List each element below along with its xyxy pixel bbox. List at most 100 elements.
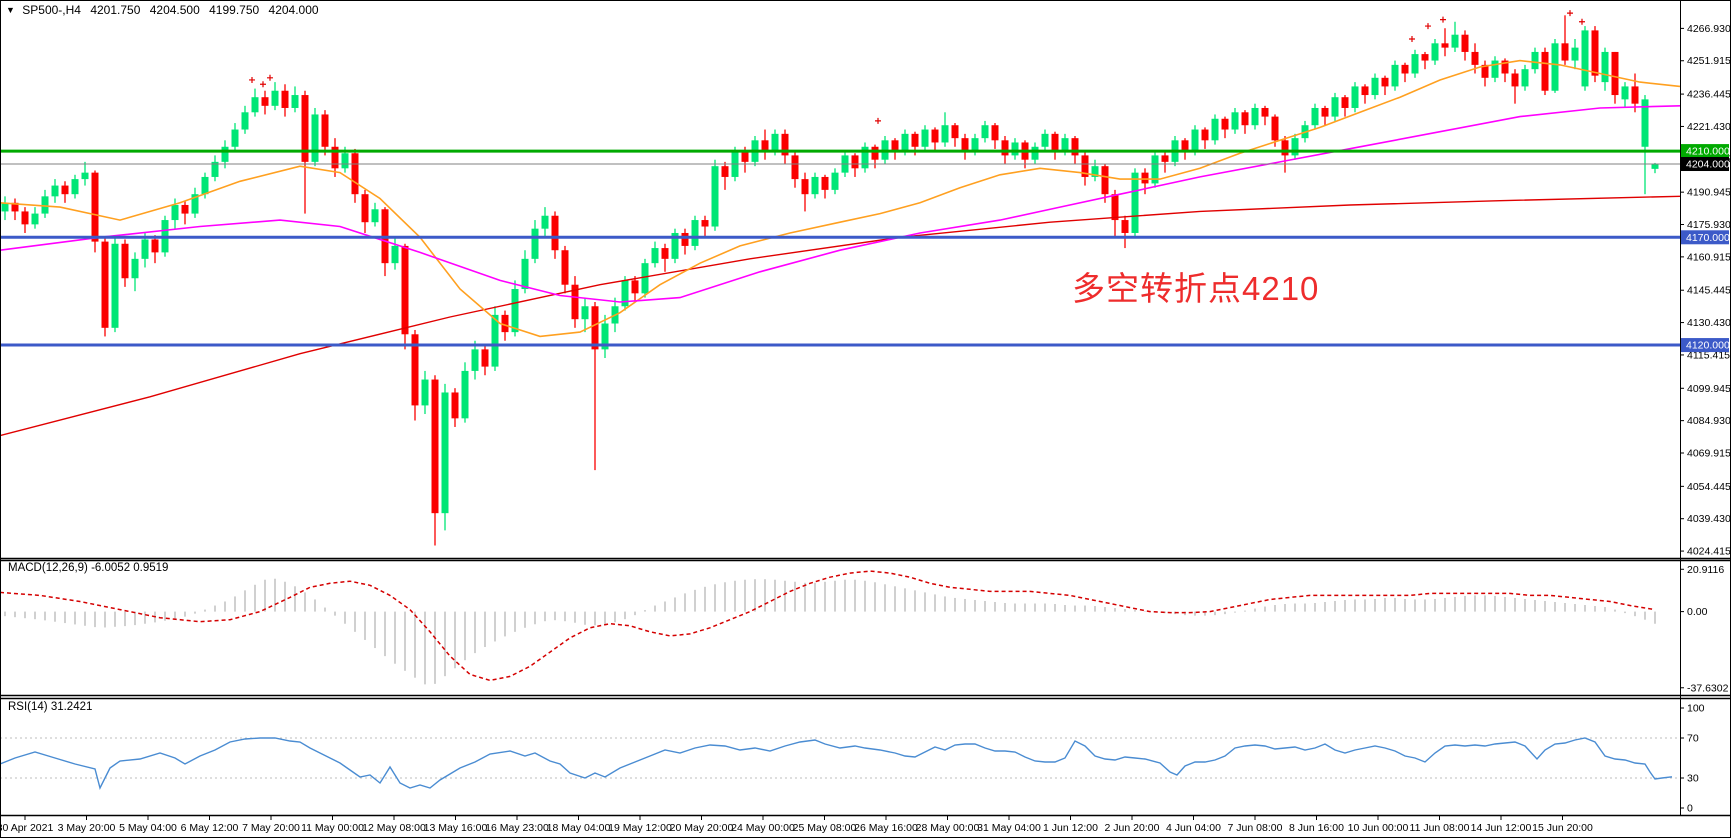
candle-body	[691, 220, 699, 246]
time-tick-label: 26 May 16:00	[854, 822, 918, 834]
candle-body	[131, 258, 139, 279]
quote-high: 4204.500	[149, 3, 200, 17]
candle-body	[191, 194, 199, 214]
rsi-indicator-label: RSI(14) 31.2421	[8, 701, 93, 713]
candle-body	[861, 146, 869, 169]
price-tick-label: 4221.430	[1687, 121, 1731, 133]
candle-body	[1471, 51, 1479, 65]
candle-body	[931, 129, 939, 143]
candle-body	[631, 280, 639, 294]
candle-body	[1101, 166, 1109, 195]
candle-body	[551, 215, 559, 251]
candle-body	[711, 166, 719, 227]
plus-marker-icon	[260, 81, 266, 88]
candle-body	[811, 176, 819, 195]
candle-body	[951, 125, 959, 139]
candle-body	[911, 133, 919, 147]
candle-body	[1481, 64, 1489, 78]
time-tick-label: 14 Jun 12:00	[1471, 822, 1532, 834]
price-tag-label: 4204.000	[1686, 159, 1730, 171]
price-tick-label: 4099.945	[1687, 383, 1731, 395]
candle-body	[331, 146, 339, 169]
price-tick-label: 4130.430	[1687, 317, 1731, 329]
candle-body	[671, 232, 679, 259]
price-tick-label: 4084.930	[1687, 415, 1731, 427]
candle-body	[491, 314, 499, 367]
price-tag	[1681, 338, 1729, 353]
candle-body	[971, 138, 979, 152]
price-tick-label: 4054.445	[1687, 481, 1731, 493]
candle-body	[1291, 138, 1299, 156]
candle-body	[1381, 77, 1389, 87]
time-tick-label: 10 Jun 00:00	[1348, 822, 1409, 834]
price-tick-label: 4145.445	[1687, 285, 1731, 297]
candle-body	[311, 114, 319, 162]
candle-body	[791, 155, 799, 180]
candle-body	[651, 248, 659, 264]
symbol-quote-bar: ▼ SP500-,H4 4201.750 4204.500 4199.750 4…	[6, 3, 325, 17]
candle-body	[1621, 86, 1629, 100]
candle-body	[701, 220, 709, 227]
candle-body	[361, 194, 369, 223]
candle-body	[1441, 43, 1449, 48]
plus-marker-icon	[1425, 23, 1431, 30]
candle-body	[351, 153, 359, 195]
macd-indicator-label: MACD(12,26,9) -6.0052 0.9519	[8, 562, 169, 574]
candle-body	[581, 306, 589, 320]
candle-body	[1601, 51, 1609, 83]
ma-line-orange	[0, 59, 1681, 338]
candle-body	[1121, 220, 1129, 233]
candle-body	[1361, 86, 1369, 96]
candle-body	[851, 155, 859, 169]
time-tick-label: 11 Jun 08:00	[1410, 822, 1470, 834]
candle-body	[291, 95, 299, 108]
candle-body	[431, 379, 439, 514]
candle-body	[211, 161, 219, 177]
candle-body	[261, 97, 269, 106]
candle-body	[151, 239, 159, 253]
plus-marker-icon	[1409, 36, 1415, 43]
time-tick-label: 5 May 04:00	[119, 822, 177, 834]
candle-body	[231, 129, 239, 147]
candle-body	[141, 239, 149, 259]
candle-body	[421, 379, 429, 406]
candle-body	[451, 392, 459, 419]
candle-body	[1551, 43, 1559, 91]
time-tick-label: 19 May 12:00	[608, 822, 672, 834]
price-tick-label: 4190.945	[1687, 187, 1731, 199]
candle-body	[1281, 140, 1289, 156]
candle-body	[411, 334, 419, 406]
candle-body	[471, 349, 479, 371]
candle-body	[1571, 47, 1579, 61]
candle-body	[181, 204, 189, 214]
candle-body	[1261, 107, 1269, 117]
candle-body	[1421, 54, 1429, 61]
candle-body	[371, 209, 379, 223]
candle-body	[1081, 155, 1089, 177]
candle-body	[961, 138, 969, 152]
macd-tick-label: -37.6302	[1687, 682, 1729, 694]
time-tick-label: 6 May 12:00	[181, 822, 239, 834]
candle-body	[1191, 129, 1199, 152]
price-tick-label: 4175.930	[1687, 219, 1731, 231]
candle-body	[721, 166, 729, 177]
time-tick-label: 31 May 04:00	[977, 822, 1041, 834]
chevron-down-icon[interactable]: ▼	[6, 5, 15, 15]
price-tick-label: 4251.915	[1687, 55, 1731, 67]
macd-tick-label: 0.00	[1687, 606, 1708, 618]
candle-body	[571, 284, 579, 320]
price-tick-label: 4236.445	[1687, 89, 1731, 101]
candle-body	[81, 172, 89, 180]
candle-body	[1401, 64, 1409, 74]
candle-body	[1271, 116, 1279, 141]
candle-body	[511, 289, 519, 333]
candle-body	[821, 176, 829, 190]
time-tick-label: 7 Jun 08:00	[1228, 822, 1283, 834]
annotation-text: 多空转折点4210	[1072, 270, 1320, 307]
candle-body	[1521, 69, 1529, 87]
candle-body	[1651, 164, 1659, 169]
candle-body	[541, 215, 549, 229]
candle-body	[51, 185, 59, 197]
plus-marker-icon	[1579, 18, 1585, 25]
